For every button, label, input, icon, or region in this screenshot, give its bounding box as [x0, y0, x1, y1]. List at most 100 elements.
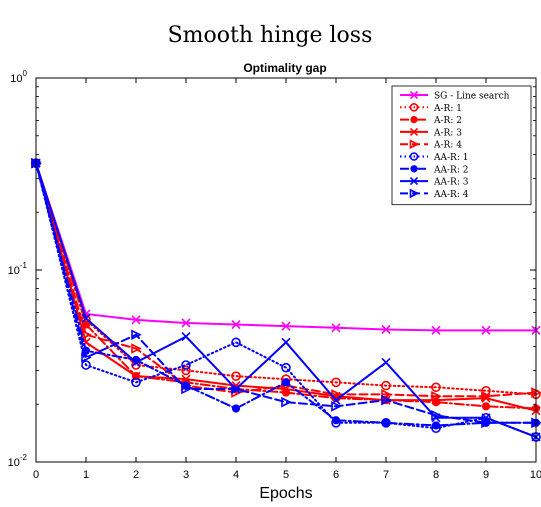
- data-point: [331, 377, 341, 388]
- legend: SG - Line search A-R: 1 A-R: 2 A-R: 3 A-R: 4…: [391, 85, 532, 206]
- data-point: [381, 394, 392, 406]
- x-tick-label: 10: [530, 469, 541, 481]
- data-point: [81, 352, 92, 363]
- y-tick-label: 100: [10, 69, 27, 85]
- x-tick-label: 4: [233, 469, 239, 481]
- data-point: [81, 360, 91, 370]
- data-point: [231, 319, 241, 330]
- data-point: [331, 323, 341, 333]
- legend-item: A-R: 3: [400, 127, 462, 138]
- data-point: [409, 127, 419, 136]
- x-tick-label: 7: [383, 469, 389, 481]
- legend-label: A-R: 3: [433, 128, 462, 138]
- data-point: [181, 332, 191, 342]
- y-tick-exponent: 0: [23, 69, 28, 78]
- data-point: [431, 382, 441, 393]
- data-point: [181, 383, 192, 395]
- series-9: [31, 157, 541, 429]
- x-tick-label: 0: [33, 469, 39, 481]
- y-tick-exponent: -2: [20, 453, 28, 462]
- series-layer: [31, 157, 541, 442]
- x-axis-label: Epochs: [259, 485, 312, 502]
- y-tick-label: 10-1: [8, 261, 28, 277]
- chart-title: Optimality gap: [243, 61, 326, 75]
- data-point: [481, 325, 491, 335]
- data-point: [281, 362, 291, 373]
- legend-item: A-R: 2: [400, 115, 462, 126]
- legend-label: AA-R: 2: [433, 165, 468, 175]
- data-point: [281, 396, 292, 408]
- data-point: [231, 337, 241, 348]
- data-point: [281, 321, 291, 331]
- data-point: [481, 417, 492, 429]
- legend-item: AA-R: 3: [400, 177, 469, 188]
- y-tick-exponent: -1: [20, 261, 28, 270]
- data-point: [231, 404, 241, 413]
- data-point: [381, 357, 391, 368]
- series-line: [35, 162, 537, 424]
- x-tick-label: 8: [433, 469, 439, 481]
- data-point: [431, 325, 441, 335]
- data-point: [481, 402, 491, 411]
- data-point: [81, 313, 91, 323]
- data-point: [409, 103, 419, 112]
- legend-item: A-R: 1: [400, 103, 462, 114]
- data-point: [409, 90, 419, 100]
- legend-label: A-R: 4: [433, 141, 462, 151]
- data-point: [331, 401, 342, 412]
- data-point: [431, 421, 441, 430]
- data-point: [381, 389, 392, 400]
- data-point: [409, 188, 420, 199]
- data-point: [410, 115, 418, 124]
- data-point: [381, 418, 391, 427]
- data-point: [381, 324, 391, 335]
- data-point: [331, 416, 341, 425]
- data-point: [181, 318, 191, 328]
- legend-item: AA-R: 1: [400, 152, 468, 163]
- data-point: [409, 177, 419, 186]
- y-tick-base: 10: [10, 73, 22, 85]
- legend-item: AA-R: 4: [400, 188, 469, 200]
- plot-frame: [35, 77, 537, 463]
- y-tick-base: 10: [8, 457, 20, 469]
- data-point: [381, 380, 391, 391]
- data-point: [131, 315, 141, 325]
- figure-title: Smooth hinge loss: [168, 23, 373, 48]
- data-point: [409, 139, 420, 149]
- data-point: [481, 413, 491, 423]
- data-point: [409, 152, 419, 161]
- y-tick-base: 10: [8, 265, 20, 277]
- data-point: [231, 371, 241, 381]
- data-point: [281, 337, 291, 347]
- legend-label: SG - Line search: [434, 92, 510, 102]
- legend-label: A-R: 1: [433, 104, 462, 114]
- y-tick-label: 10-2: [8, 453, 28, 469]
- x-tick-label: 5: [283, 469, 289, 481]
- x-tick-label: 9: [483, 469, 489, 481]
- x-tick-label: 1: [83, 469, 89, 481]
- data-point: [131, 343, 142, 354]
- data-point: [431, 410, 442, 421]
- x-tick-label: 3: [183, 469, 189, 481]
- data-point: [410, 165, 418, 173]
- data-point: [131, 377, 141, 388]
- x-tick-label: 2: [133, 469, 139, 481]
- data-point: [181, 360, 191, 370]
- data-point: [281, 378, 291, 387]
- legend-label: AA-R: 3: [433, 178, 469, 188]
- data-point: [431, 390, 442, 402]
- legend-label: AA-R: 4: [433, 190, 469, 200]
- data-point: [131, 357, 141, 368]
- legend-label: AA-R: 1: [433, 153, 468, 163]
- legend-item: SG - Line search: [400, 90, 510, 102]
- legend-item: AA-R: 2: [400, 165, 468, 175]
- x-tick-label: 6: [333, 469, 339, 481]
- legend-label: A-R: 2: [433, 116, 462, 126]
- legend-item: A-R: 4: [400, 139, 462, 151]
- data-point: [131, 329, 142, 341]
- data-point: [481, 390, 492, 402]
- data-point: [231, 383, 242, 395]
- data-point: [181, 365, 191, 376]
